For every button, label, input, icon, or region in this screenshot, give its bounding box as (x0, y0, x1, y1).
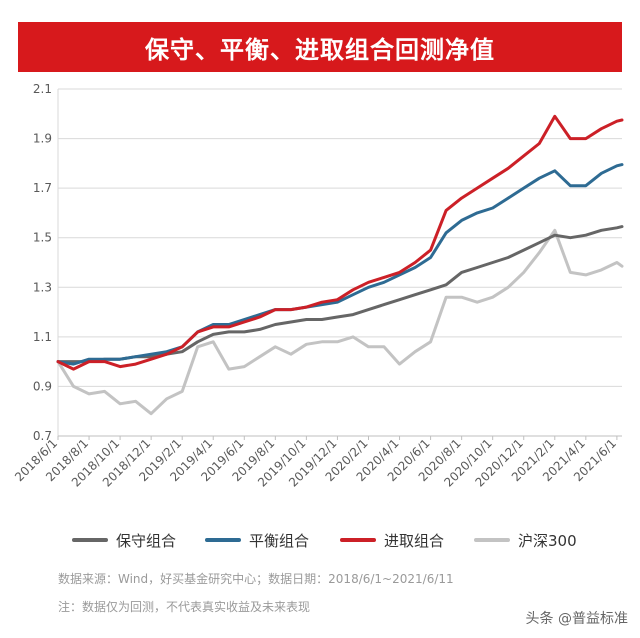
chart-title-banner: 保守、平衡、进取组合回测净值 (18, 22, 622, 72)
y-tick-label: 1.7 (33, 181, 52, 195)
series-line-csi300 (56, 228, 624, 416)
y-tick-label: 0.9 (33, 379, 52, 393)
legend-item-balanced: 平衡组合 (205, 528, 309, 552)
chart-legend: 保守组合 平衡组合 进取组合 沪深300 (0, 528, 640, 552)
legend-swatch-aggressive (340, 538, 376, 542)
legend-label-csi300: 沪深300 (518, 531, 577, 550)
y-tick-label: 2.1 (33, 82, 52, 96)
y-tick-label: 0.7 (33, 429, 52, 443)
legend-item-csi300: 沪深300 (474, 528, 577, 552)
disclaimer-note: 注：数据仅为回测，不代表真实收益及未来表现 (58, 600, 311, 614)
line-chart: 0.70.91.11.31.51.71.92.12018/6/12018/8/1… (12, 82, 624, 490)
y-tick-label: 1.9 (33, 132, 52, 146)
legend-label-aggressive: 进取组合 (384, 531, 445, 550)
y-tick-label: 1.1 (33, 330, 52, 344)
legend-item-aggressive: 进取组合 (340, 528, 444, 552)
series-line-aggressive (56, 114, 624, 371)
series-line-conservative (56, 225, 624, 364)
legend-item-conservative: 保守组合 (72, 528, 176, 552)
legend-label-conservative: 保守组合 (116, 531, 177, 550)
y-tick-label: 1.3 (33, 280, 52, 294)
y-tick-label: 1.5 (33, 231, 52, 245)
series-line-balanced (56, 163, 624, 366)
legend-swatch-csi300 (474, 538, 510, 542)
watermark: 头条 @普益标准 (525, 611, 628, 627)
legend-swatch-balanced (205, 538, 241, 542)
chart-title: 保守、平衡、进取组合回测净值 (145, 35, 495, 64)
legend-label-balanced: 平衡组合 (249, 531, 310, 550)
legend-swatch-conservative (72, 538, 108, 542)
data-source-note: 数据来源：Wind，好买基金研究中心；数据日期：2018/6/1~2021/6/… (58, 572, 454, 586)
